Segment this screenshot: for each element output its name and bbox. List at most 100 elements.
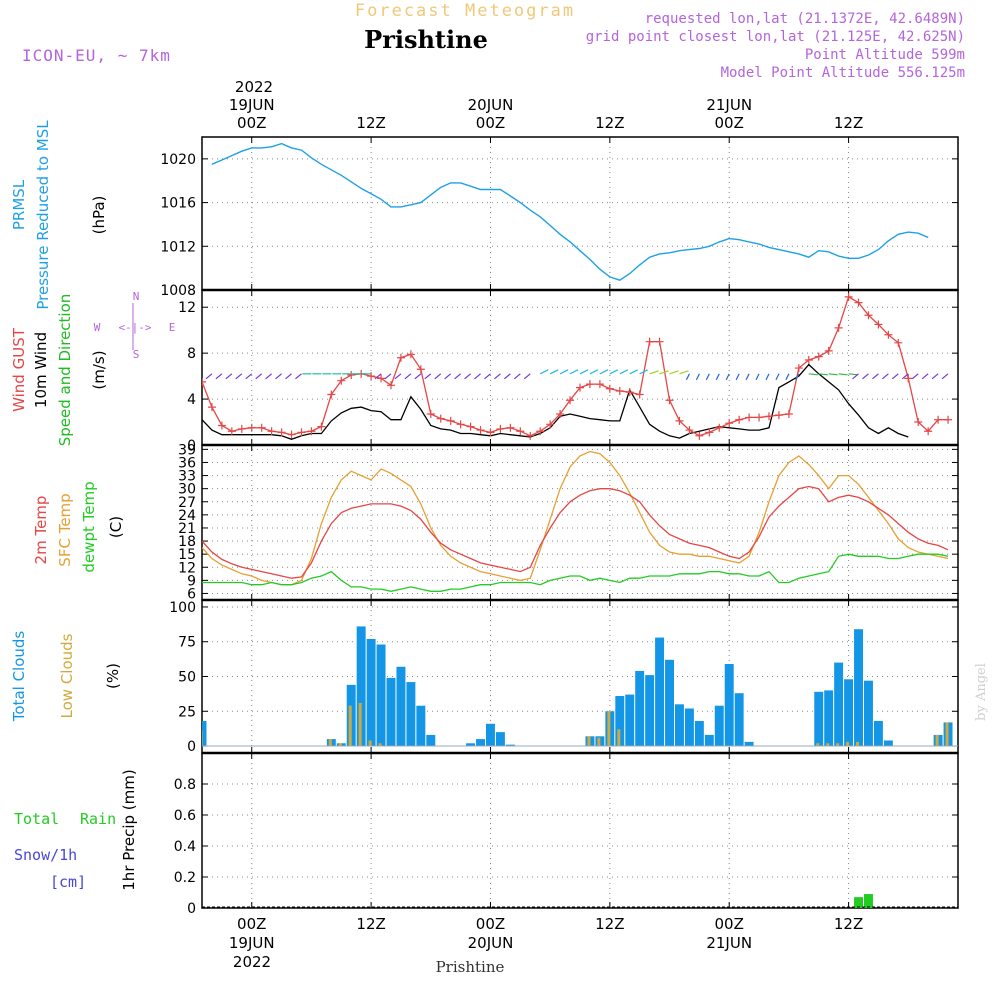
wind-direction-arrow [265, 373, 273, 380]
gust-point [237, 424, 246, 433]
gust-point [625, 388, 634, 397]
wind-direction-arrow [725, 373, 730, 381]
gust-point [207, 403, 216, 412]
wind-direction-arrow [609, 369, 619, 375]
total-cloud-bar [724, 663, 734, 747]
precip-total-label: Total [14, 810, 59, 828]
gust-point [396, 353, 405, 362]
wind-direction-arrow [659, 370, 669, 375]
gust-point [934, 415, 943, 424]
dewpt-line [202, 553, 949, 592]
gust-point [635, 390, 644, 399]
y-tick-label: 8 [187, 346, 196, 362]
y-tick-label: 12 [178, 560, 196, 576]
gust-label: Wind GUST [10, 327, 28, 412]
wind-direction-arrow [808, 373, 818, 376]
wind-direction-arrow [589, 369, 599, 375]
total-cloud-bar [356, 626, 366, 747]
y-tick-label: 27 [178, 495, 196, 511]
total-cloud-bar [694, 721, 704, 747]
gust-point [516, 427, 525, 436]
top-year: 2022 [235, 78, 273, 96]
low-cloud-bar [202, 730, 203, 747]
wind-unit: (m/s) [90, 350, 108, 389]
temp-unit: (C) [107, 516, 125, 538]
wind-direction-arrow [862, 373, 869, 380]
wind-direction-arrow [539, 369, 549, 375]
wind-direction-arrow [205, 373, 213, 380]
compass-arrows: <-|-> [118, 321, 151, 334]
bottom-year: 2022 [233, 953, 271, 971]
wind-direction-arrow [374, 373, 382, 380]
y-tick-label: 0 [187, 438, 196, 454]
wind-direction-arrow [235, 373, 243, 380]
wind-direction-arrow [765, 373, 770, 381]
gust-point [874, 320, 883, 329]
top-hour-label: 12Z [595, 114, 624, 132]
watermark: by Angel [974, 663, 989, 721]
wind-direction-arrow [872, 373, 879, 380]
top-hour-label: 12Z [356, 114, 385, 132]
wind-direction-arrow [931, 373, 939, 380]
wind-direction-arrow [255, 373, 263, 380]
precip-snow-label: Snow/1h [14, 846, 77, 864]
wind-direction-arrow [679, 370, 689, 375]
gust-point [695, 431, 704, 440]
bottom-hour-label: 12Z [834, 915, 863, 933]
wind-direction-arrow [245, 373, 253, 380]
gust-point [844, 292, 853, 301]
gust-point [466, 422, 475, 431]
wind-direction-arrow [629, 369, 639, 375]
total-cloud-bar [684, 708, 694, 747]
bottom-hour-label: 00Z [237, 915, 266, 933]
gust-point [605, 384, 614, 393]
total-cloud-bar [854, 629, 864, 747]
wind-speed-line [202, 363, 909, 440]
gust-point [416, 365, 425, 374]
gust-point [297, 428, 306, 437]
pressure-label-2: Pressure Reduced to MSL [34, 120, 52, 310]
wind-direction-arrow [639, 369, 648, 375]
wind-direction-arrow [775, 373, 780, 381]
total-cloud-bar [645, 675, 655, 747]
low-cloud-bar [597, 737, 601, 747]
clouds-panel: 0 25 50 75 100 [169, 599, 959, 755]
gust-point [864, 311, 873, 320]
gust-point [526, 431, 535, 440]
wind-direction-arrow [225, 373, 233, 380]
wind-direction-arrow [735, 373, 740, 381]
top-date-label: 20JUN [468, 96, 514, 114]
low-cloud-bar [587, 736, 591, 747]
y-tick-label: 50 [178, 670, 196, 686]
low-cloud-bar [945, 722, 949, 747]
gust-point [277, 428, 286, 437]
temp-label: 2m Temp [32, 496, 50, 565]
wind-direction-arrow [424, 373, 432, 380]
wind-direction-arrow [911, 373, 919, 380]
wind-direction-arrow [695, 373, 700, 381]
gust-point [944, 415, 953, 424]
wind-direction-arrow [484, 373, 491, 380]
panel-frame [201, 752, 959, 909]
info-line-3: Point Altitude 599m [805, 47, 965, 63]
gust-point [506, 423, 515, 432]
y-tick-label: 100 [169, 600, 196, 616]
gust-point [685, 426, 694, 435]
gust-point [287, 430, 296, 439]
y-tick-label: 6 [187, 586, 196, 602]
gust-point [307, 427, 316, 436]
wind-direction-arrow [795, 373, 800, 381]
low-cloud-bar [846, 741, 850, 747]
wind-direction-arrow [215, 373, 223, 380]
gust-point [456, 420, 465, 429]
bottom-date-label: 21JUN [706, 934, 752, 952]
compass-rose: N W <-|-> E S [94, 290, 176, 361]
panel-frame [201, 289, 959, 446]
low-cloud-bar [935, 734, 939, 747]
compass-e: E [169, 321, 176, 334]
precip-panel: 0 0.2 0.4 0.6 0.8 [174, 752, 959, 917]
gust-point [426, 410, 435, 418]
